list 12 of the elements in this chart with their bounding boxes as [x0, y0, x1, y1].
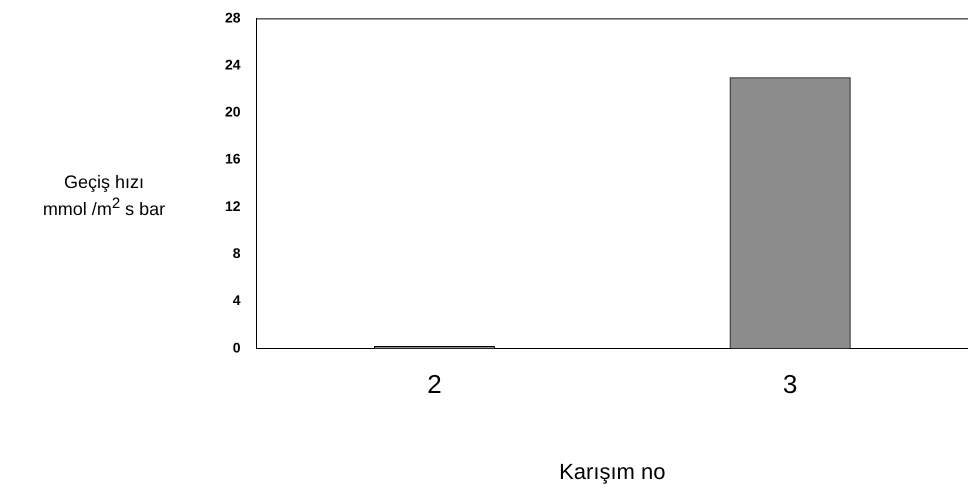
y-tick-label: 4 [232, 292, 241, 308]
y-tick-label: 24 [224, 56, 241, 72]
x-tick-label: 3 [782, 369, 798, 400]
y-axis-title: Geçiş hızı mmol /m$^{2}$ s bar [42, 172, 166, 220]
y-tick-label: 28 [224, 9, 241, 26]
y-tick-label: 8 [232, 244, 241, 261]
y-tick-label: 0 [232, 339, 241, 356]
y-tick-label: 20 [224, 104, 241, 120]
x-axis-title: Karışım no [559, 458, 666, 484]
x-tick-label: 2 [427, 369, 442, 400]
y-tick-label: 16 [224, 150, 241, 167]
y-tick-label: 12 [224, 198, 241, 214]
